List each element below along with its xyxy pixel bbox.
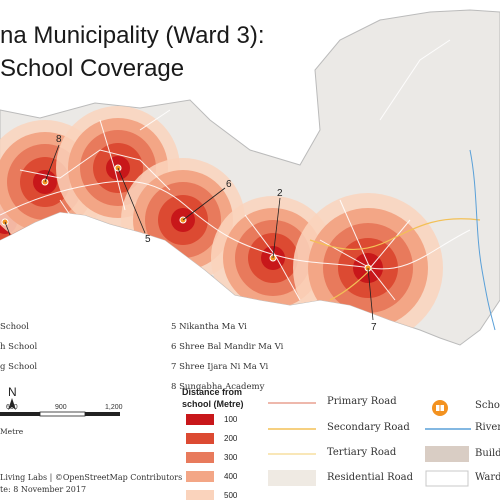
scale-bar — [0, 411, 120, 417]
distance-swatch — [186, 490, 214, 500]
distance-label: 400 — [224, 472, 238, 481]
legend-residential-road: Residential Road — [327, 472, 414, 483]
svg-text:N: N — [8, 385, 17, 399]
map-title-line-2: School Coverage — [0, 55, 185, 82]
school-icon — [432, 400, 448, 416]
river-swatch — [425, 428, 471, 430]
distance-swatch — [186, 471, 214, 482]
marker-label-5: 5 — [145, 234, 151, 245]
map-canvas: 8 6 5 2 7 — [0, 9, 500, 346]
building-swatch — [425, 446, 469, 462]
credit-line: Living Labs | ©OpenStreetMap Contributor… — [0, 473, 183, 482]
school-list-item: 8 Sungabha Academy — [171, 382, 265, 392]
legend-secondary-road: Secondary Road — [327, 422, 410, 433]
marker-label-2: 2 — [277, 188, 283, 199]
legend-tertiary-road: Tertiary Road — [327, 447, 397, 458]
legend-building: Build — [475, 448, 500, 459]
legend-primary-road: Primary Road — [327, 396, 397, 407]
scale-tick: 600 — [6, 404, 18, 411]
distance-label: 100 — [224, 415, 238, 424]
callout-lines — [4, 144, 374, 321]
school-list-right: 5 Nikantha Ma Vi 6 Shree Bal Mandir Ma V… — [171, 317, 283, 397]
date-line: te: 8 November 2017 — [0, 485, 87, 494]
marker-label-8: 8 — [56, 134, 62, 145]
scale-unit: Metre — [0, 427, 24, 436]
road-network — [0, 39, 471, 301]
ward-swatch — [425, 470, 469, 487]
legend-river: River — [475, 422, 500, 433]
distance-class: 200 — [182, 431, 272, 448]
distance-legend: Distance from school (Metre) 100 200 300… — [182, 386, 272, 500]
scale-tick: 1,200 — [105, 404, 123, 411]
school-list-item: 7 Shree Ijara Ni Ma Vi — [171, 362, 269, 372]
school-list-item: School — [0, 322, 30, 332]
secondary-road-swatch — [268, 428, 316, 430]
distance-class: 400 — [182, 469, 272, 486]
distance-swatch — [186, 433, 214, 444]
scale-tick: 900 — [55, 404, 67, 411]
distance-legend-title: Distance from school (Metre) — [182, 387, 244, 409]
distance-label: 500 — [224, 491, 238, 500]
school-list-left: School h School g School — [0, 317, 37, 377]
distance-label: 200 — [224, 434, 238, 443]
north-arrow-icon: N — [8, 385, 17, 410]
tertiary-road-swatch — [268, 453, 316, 455]
river — [469, 149, 496, 331]
map-title-line-1: na Municipality (Ward 3): — [0, 22, 265, 49]
distance-swatch — [186, 452, 214, 463]
legend-ward: Ward — [475, 472, 500, 483]
distance-class: 300 — [182, 450, 272, 467]
distance-class: 500 — [182, 488, 272, 500]
distance-swatch — [186, 414, 214, 425]
legend-school: Scho — [475, 400, 500, 411]
school-list-item: 5 Nikantha Ma Vi — [171, 322, 247, 332]
school-list-item: h School — [0, 342, 38, 352]
callout-labels: 8 6 5 2 7 — [56, 134, 377, 333]
school-list-item: g School — [0, 362, 38, 372]
distance-class: 100 — [182, 412, 272, 429]
residential-road-swatch — [268, 470, 316, 486]
school-list-item: 6 Shree Bal Mandir Ma Vi — [171, 342, 284, 352]
primary-road-swatch — [268, 402, 316, 404]
distance-label: 300 — [224, 453, 238, 462]
marker-label-6: 6 — [226, 179, 232, 190]
school-markers — [1, 164, 372, 272]
marker-label-7: 7 — [371, 322, 377, 333]
